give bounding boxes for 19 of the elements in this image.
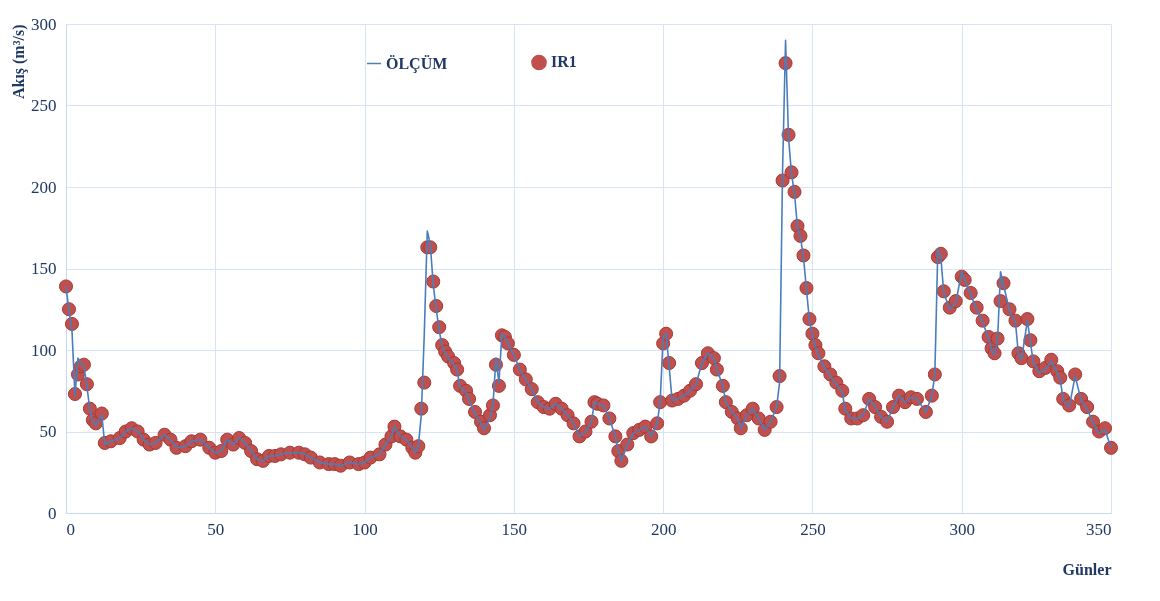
x-axis-title: Günler [1062, 560, 1112, 578]
y-tick-label: 0 [48, 503, 57, 523]
y-tick-label: 200 [31, 177, 57, 197]
y-tick-label: 250 [31, 96, 57, 115]
x-tick-label: 200 [650, 519, 677, 539]
x-tick-label: 150 [501, 519, 528, 539]
y-axis-title: Akış (m³/s) [10, 24, 28, 100]
x-tick-label: 100 [352, 519, 378, 539]
y-tick-label: 100 [31, 340, 57, 360]
y-tick-label: 300 [31, 14, 57, 34]
x-tick-label: 350 [1086, 519, 1112, 539]
x-tick-label: 300 [949, 519, 975, 539]
x-tick-label: 50 [207, 519, 225, 539]
legend-label: ÖLÇÜM [386, 54, 448, 73]
x-tick-label: 250 [800, 519, 826, 539]
y-tick-label: 50 [39, 422, 57, 441]
y-tick-label: 150 [31, 259, 57, 278]
x-tick-label: 0 [66, 519, 75, 539]
legend-label: IR1 [551, 53, 577, 71]
